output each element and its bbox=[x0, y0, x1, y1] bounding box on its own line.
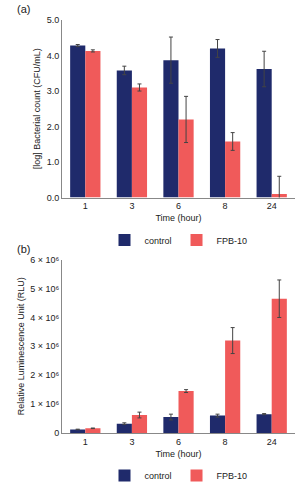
svg-text:FPB-10: FPB-10 bbox=[217, 236, 248, 246]
svg-text:Time (hour): Time (hour) bbox=[155, 449, 201, 459]
svg-text:3: 3 bbox=[129, 437, 134, 447]
svg-text:FPB-10: FPB-10 bbox=[217, 471, 248, 481]
svg-text:3.0: 3.0 bbox=[47, 86, 60, 96]
svg-text:2.0: 2.0 bbox=[47, 122, 60, 132]
svg-text:5 × 10⁶: 5 × 10⁶ bbox=[30, 284, 59, 294]
svg-text:6: 6 bbox=[176, 201, 181, 211]
svg-text:0.0: 0.0 bbox=[47, 193, 60, 203]
svg-text:24: 24 bbox=[267, 201, 277, 211]
svg-text:1 × 10⁶: 1 × 10⁶ bbox=[30, 399, 59, 409]
svg-text:Time (hour): Time (hour) bbox=[155, 213, 201, 223]
svg-text:2 × 10⁶: 2 × 10⁶ bbox=[30, 370, 59, 380]
svg-text:4.0: 4.0 bbox=[47, 51, 60, 61]
svg-text:1: 1 bbox=[83, 437, 88, 447]
svg-text:1: 1 bbox=[83, 201, 88, 211]
svg-text:[log] Bacterial count (CFU/mL): [log] Bacterial count (CFU/mL) bbox=[32, 48, 42, 169]
svg-text:5.0: 5.0 bbox=[47, 15, 60, 25]
svg-text:6 × 10⁶: 6 × 10⁶ bbox=[30, 255, 59, 265]
svg-text:8: 8 bbox=[223, 437, 228, 447]
svg-text:4 × 10⁶: 4 × 10⁶ bbox=[30, 313, 59, 323]
svg-text:1.0: 1.0 bbox=[47, 157, 60, 167]
svg-text:6: 6 bbox=[176, 437, 181, 447]
svg-text:(b): (b) bbox=[17, 243, 30, 255]
svg-text:24: 24 bbox=[267, 437, 277, 447]
svg-text:8: 8 bbox=[223, 201, 228, 211]
svg-text:(a): (a) bbox=[17, 3, 30, 15]
svg-text:0: 0 bbox=[54, 428, 59, 438]
svg-text:3: 3 bbox=[129, 201, 134, 211]
svg-text:Relative Luminescence Unit (RL: Relative Luminescence Unit (RLU) bbox=[16, 277, 26, 415]
svg-text:control: control bbox=[145, 471, 172, 481]
svg-text:control: control bbox=[145, 236, 172, 246]
svg-text:3 × 10⁶: 3 × 10⁶ bbox=[30, 341, 59, 351]
